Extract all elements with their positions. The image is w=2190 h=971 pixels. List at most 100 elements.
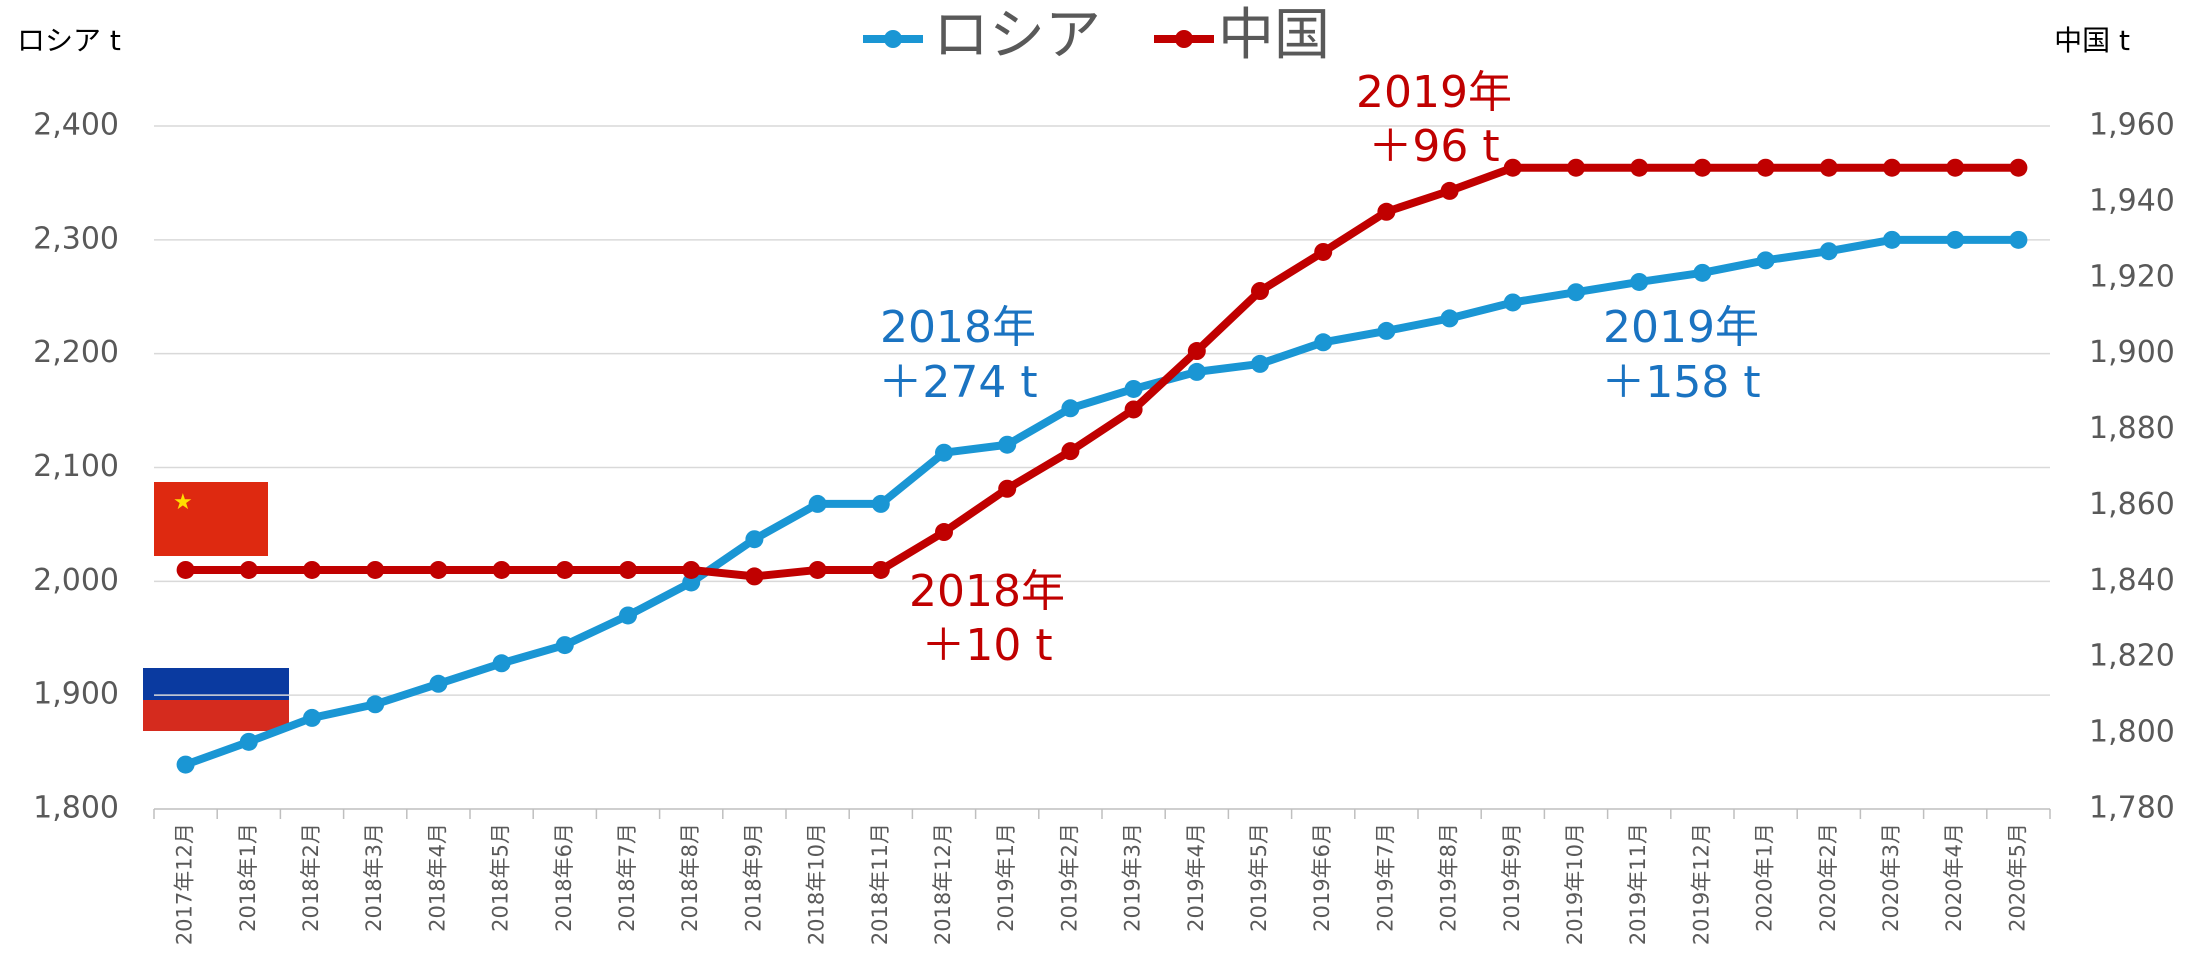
flag-stripe	[143, 700, 289, 731]
annotation: 2018年	[909, 566, 1065, 617]
series-line	[184, 235, 2019, 769]
point	[1061, 442, 1080, 461]
x-tick-label: 2018年9月	[741, 823, 765, 932]
point	[682, 573, 701, 592]
y2-tick-label: 1,860	[2089, 487, 2175, 522]
point	[1819, 158, 1838, 177]
y2-tick-label: 1,940	[2089, 183, 2175, 218]
point	[935, 443, 953, 462]
y-tick-label: 1,900	[33, 677, 119, 712]
y2-tick-label: 1,780	[2089, 791, 2175, 826]
y-tick-label: 1,800	[33, 791, 119, 826]
legend-marker	[884, 30, 902, 48]
point	[429, 560, 448, 579]
point	[492, 654, 511, 673]
point	[303, 560, 321, 579]
y-axis-title: ロシア t	[17, 24, 121, 57]
point	[1440, 309, 1459, 328]
y-tick-label: 2,200	[33, 335, 119, 370]
y2-tick-label: 1,840	[2089, 563, 2175, 598]
x-tick-label: 2018年4月	[425, 823, 449, 932]
x-tick-label: 2019年2月	[1057, 823, 1081, 932]
point	[176, 755, 195, 774]
point	[745, 530, 764, 549]
point	[1187, 362, 1206, 381]
x-tick-label: 2019年10月	[1563, 823, 1587, 945]
x-tick-label: 2018年5月	[489, 823, 513, 932]
point	[1503, 293, 1522, 312]
point	[303, 708, 321, 727]
point	[1567, 158, 1585, 177]
flag-star: ★	[173, 490, 193, 515]
point	[492, 560, 511, 579]
point	[745, 567, 764, 586]
china-flag: ★	[154, 482, 268, 556]
point	[429, 674, 448, 693]
x-tick-label: 2019年12月	[1689, 823, 1713, 945]
x-tick-label: 2018年1月	[236, 823, 260, 932]
x-tick-label: 2019年3月	[1121, 823, 1145, 932]
annotation: 2019年	[1356, 67, 1512, 118]
point	[808, 494, 827, 513]
point	[1630, 272, 1649, 291]
point	[1567, 283, 1585, 302]
x-tick-label: 2020年5月	[2005, 823, 2029, 932]
point	[1883, 230, 1901, 249]
y2-tick-label: 1,960	[2089, 108, 2175, 143]
annotation: ＋158 t	[1601, 357, 1760, 408]
point	[1693, 158, 1712, 177]
point	[1314, 242, 1333, 261]
x-tick-label: 2019年1月	[994, 823, 1018, 932]
point	[1946, 230, 1965, 249]
x-tick-label: 2020年2月	[1816, 823, 1840, 932]
point	[1756, 251, 1775, 270]
point	[619, 560, 637, 579]
series-line	[185, 163, 2019, 581]
y-tick-label: 2,000	[33, 563, 119, 598]
russia-flag	[143, 668, 289, 731]
y2-tick-label: 1,880	[2089, 411, 2175, 446]
point	[1819, 242, 1838, 261]
point	[2009, 230, 2028, 249]
point	[1883, 158, 1901, 177]
legend-marker	[1175, 30, 1193, 48]
point	[1440, 181, 1459, 200]
point	[366, 560, 385, 579]
x-tick-label: 2019年7月	[1373, 823, 1397, 932]
point	[1756, 158, 1775, 177]
point	[682, 560, 701, 579]
point	[176, 560, 195, 579]
point	[1630, 158, 1649, 177]
annotation: 2019年	[1603, 302, 1759, 353]
y-tick-label: 2,100	[33, 449, 119, 484]
point	[808, 560, 827, 579]
y-tick-label: 2,400	[33, 108, 119, 143]
x-tick-label: 2020年4月	[1942, 823, 1966, 932]
point	[1251, 282, 1269, 301]
flag-field	[154, 482, 268, 556]
x-tick-label: 2019年8月	[1437, 823, 1461, 932]
legend-label: ロシア	[933, 3, 1101, 68]
x-tick-label: 2017年12月	[173, 823, 197, 945]
annotation: 2018年	[880, 302, 1036, 353]
y2-tick-label: 1,900	[2089, 335, 2175, 370]
x-tick-label: 2019年4月	[1184, 823, 1208, 932]
x-tick-label: 2018年3月	[362, 823, 386, 932]
point	[1377, 202, 1396, 221]
x-tick-label: 2019年11月	[1626, 823, 1650, 945]
y2-axis-title: 中国 t	[2054, 24, 2130, 57]
annotation: ＋10 t	[921, 620, 1052, 671]
point	[239, 560, 258, 579]
point	[366, 695, 385, 714]
y2-tick-label: 1,800	[2089, 715, 2175, 750]
x-tick-label: 2018年2月	[299, 823, 323, 932]
point	[1693, 263, 1712, 282]
x-tick-label: 2018年8月	[678, 823, 702, 932]
point	[998, 479, 1017, 498]
x-tick-label: 2018年7月	[615, 823, 639, 932]
point	[555, 636, 574, 655]
point	[1503, 158, 1522, 177]
point	[555, 560, 574, 579]
annotation: ＋96 t	[1368, 121, 1499, 172]
